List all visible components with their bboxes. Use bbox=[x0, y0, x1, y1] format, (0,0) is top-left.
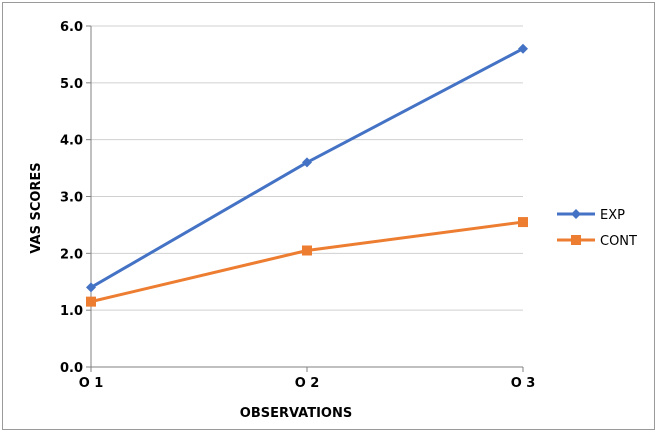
x-axis-title: OBSERVATIONS bbox=[240, 406, 352, 421]
y-tick-label: 0.0 bbox=[60, 361, 83, 376]
y-tick-label: 2.0 bbox=[60, 247, 83, 262]
y-tick-labels: 0.0 1.0 2.0 3.0 4.0 5.0 6.0 bbox=[60, 20, 83, 376]
x-tick-labels: O 1 O 2 O 3 bbox=[79, 376, 536, 391]
legend: EXP CONT bbox=[557, 208, 637, 249]
series-line bbox=[90, 220, 524, 304]
y-tick-label: 1.0 bbox=[60, 304, 83, 319]
data-point bbox=[302, 245, 312, 256]
series-exp bbox=[86, 43, 528, 293]
legend-marker bbox=[571, 209, 581, 219]
y-tick-label: 6.0 bbox=[60, 20, 83, 35]
legend-label: CONT bbox=[600, 234, 637, 249]
series-cont bbox=[86, 217, 528, 307]
y-axis-title: VAS SCORES bbox=[29, 162, 44, 253]
y-tick-label: 4.0 bbox=[60, 134, 83, 149]
legend-item-exp: EXP bbox=[557, 208, 625, 223]
y-tick-label: 5.0 bbox=[60, 77, 83, 92]
data-point bbox=[86, 296, 96, 307]
legend-marker bbox=[571, 235, 581, 245]
x-tick-label: O 2 bbox=[295, 376, 320, 391]
gridlines bbox=[91, 25, 523, 311]
data-point bbox=[518, 43, 528, 54]
x-tick-label: O 3 bbox=[511, 376, 536, 391]
chart-frame bbox=[2, 2, 655, 430]
series-group bbox=[86, 43, 528, 307]
data-point bbox=[86, 282, 96, 293]
axes bbox=[86, 25, 524, 372]
x-tick-label: O 1 bbox=[79, 376, 104, 391]
legend-label: EXP bbox=[600, 208, 625, 223]
data-point bbox=[518, 217, 528, 228]
data-point bbox=[302, 157, 312, 168]
legend-item-cont: CONT bbox=[557, 234, 637, 249]
y-tick-label: 3.0 bbox=[60, 191, 83, 206]
